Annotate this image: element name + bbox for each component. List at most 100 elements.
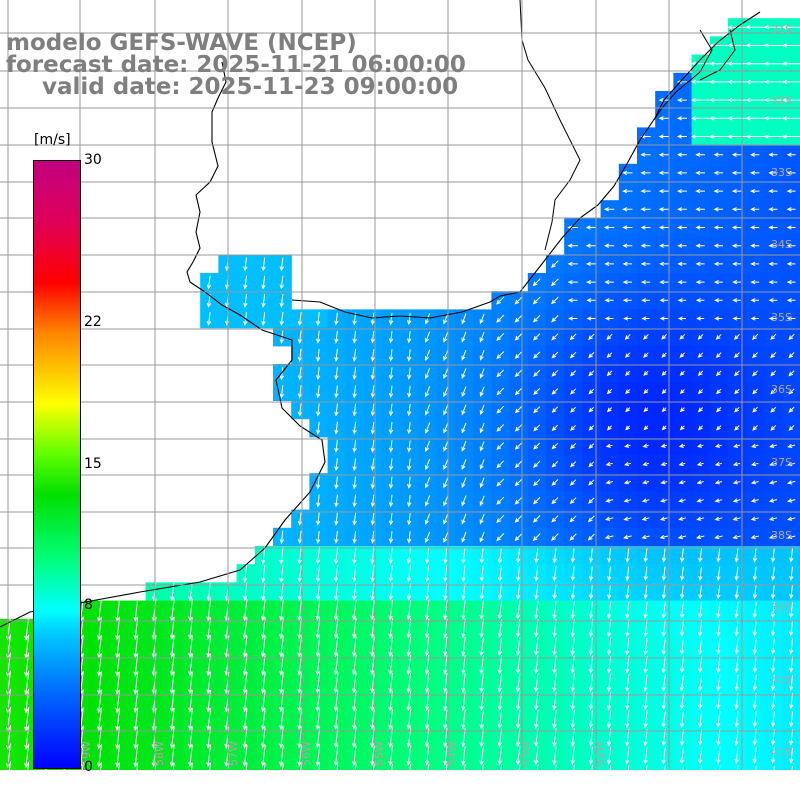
wind-arrow (567, 261, 578, 267)
wind-arrow (661, 334, 667, 340)
wind-arrow (370, 690, 375, 712)
wind-map: 31S 32S 33S 34S 35S 36S 37S 38S 39S 40S 41S 59W 58W… (0, 0, 800, 770)
wind-arrow (770, 352, 777, 359)
wind-arrow (569, 443, 577, 450)
country-border (519, 0, 581, 251)
wind-arrow (351, 599, 357, 621)
wind-arrow (334, 403, 339, 417)
wind-arrow (260, 744, 266, 767)
wind-arrow (407, 385, 412, 398)
wind-arrow (206, 582, 211, 602)
wind-arrow (750, 207, 760, 212)
wind-arrow (407, 513, 412, 526)
wind-arrow (133, 689, 139, 713)
wind-arrow (333, 727, 339, 749)
wind-arrow (406, 709, 412, 730)
wind-arrow (763, 79, 783, 85)
title-model: modelo GEFS-WAVE (NCEP) (6, 30, 357, 56)
wind-arrow (622, 188, 633, 194)
wind-arrow (333, 564, 339, 583)
wind-arrow (768, 480, 778, 485)
wind-arrow (696, 443, 704, 448)
wind-arrow (424, 691, 430, 712)
wind-arrow (407, 458, 412, 471)
wind-arrow (406, 547, 412, 565)
wind-arrow (136, 762, 139, 770)
wind-arrow (206, 671, 212, 695)
wind-arrow (479, 636, 484, 657)
wind-arrow (786, 316, 796, 321)
wind-arrow (406, 691, 412, 712)
wind-arrow (625, 601, 630, 620)
wind-arrow (716, 566, 721, 582)
wind-arrow (752, 370, 759, 377)
wind-arrow (496, 442, 505, 451)
wind-arrow (388, 512, 394, 526)
wind-arrow (188, 689, 193, 713)
wind-arrow (745, 134, 764, 139)
wind-arrow (643, 601, 648, 619)
wind-arrow (716, 548, 721, 563)
wind-arrow (695, 225, 705, 230)
wind-arrow (606, 352, 613, 359)
wind-arrow (279, 257, 284, 272)
wind-arrow (550, 278, 559, 287)
wind-arrow (206, 726, 212, 749)
wind-arrow (352, 330, 357, 344)
wind-arrow (333, 583, 339, 601)
wind-arrow (333, 636, 339, 658)
wind-arrow (731, 207, 742, 212)
wind-arrow (552, 584, 557, 600)
wind-arrow (770, 388, 777, 395)
wind-arrow (316, 512, 321, 526)
wind-arrow (297, 564, 302, 583)
wind-arrow (658, 188, 669, 194)
wind-arrow (569, 497, 577, 505)
wind-arrow (606, 655, 612, 674)
wind-arrow (661, 407, 667, 413)
wind-arrow (585, 261, 596, 267)
wind-arrow (515, 600, 521, 620)
wind-arrow (388, 367, 394, 380)
wind-arrow (659, 316, 668, 321)
wind-arrow (245, 762, 248, 770)
wind-arrow (677, 316, 686, 321)
wind-arrow (388, 690, 393, 712)
wind-arrow (96, 671, 102, 695)
wind-arrow (641, 298, 650, 303)
wind-arrow (81, 762, 84, 770)
wind-arrow (588, 584, 594, 600)
wind-arrow (316, 367, 321, 381)
wind-arrow (713, 261, 723, 267)
wind-arrow (482, 764, 484, 770)
wind-arrow (659, 298, 668, 303)
wind-arrow (552, 710, 557, 729)
wind-arrow (424, 565, 430, 583)
colorbar-tick-label: 22 (84, 313, 102, 330)
wind-arrow (678, 443, 686, 448)
wind-arrow (714, 498, 723, 503)
wind-arrow (424, 349, 431, 362)
wind-arrow (605, 461, 613, 467)
wind-arrow (588, 655, 594, 674)
wind-arrow (789, 548, 794, 563)
wind-arrow (768, 516, 778, 521)
wind-arrow (532, 296, 541, 305)
wind-arrow (96, 634, 102, 659)
wind-arrow (789, 638, 794, 655)
wind-arrow (604, 316, 614, 321)
wind-arrow (661, 710, 666, 729)
wind-arrow (623, 534, 632, 540)
wind-arrow (118, 762, 121, 770)
wind-arrow (170, 582, 175, 602)
wind-arrow (770, 333, 777, 341)
wind-arrow (334, 494, 339, 508)
wind-arrow (514, 351, 523, 359)
wind-arrow (752, 406, 758, 413)
wind-arrow (734, 584, 739, 600)
wind-arrow (624, 370, 631, 377)
wind-arrow (697, 407, 704, 413)
wind-arrow (425, 547, 430, 565)
wind-arrow (279, 599, 284, 622)
wind-arrow (443, 618, 448, 639)
